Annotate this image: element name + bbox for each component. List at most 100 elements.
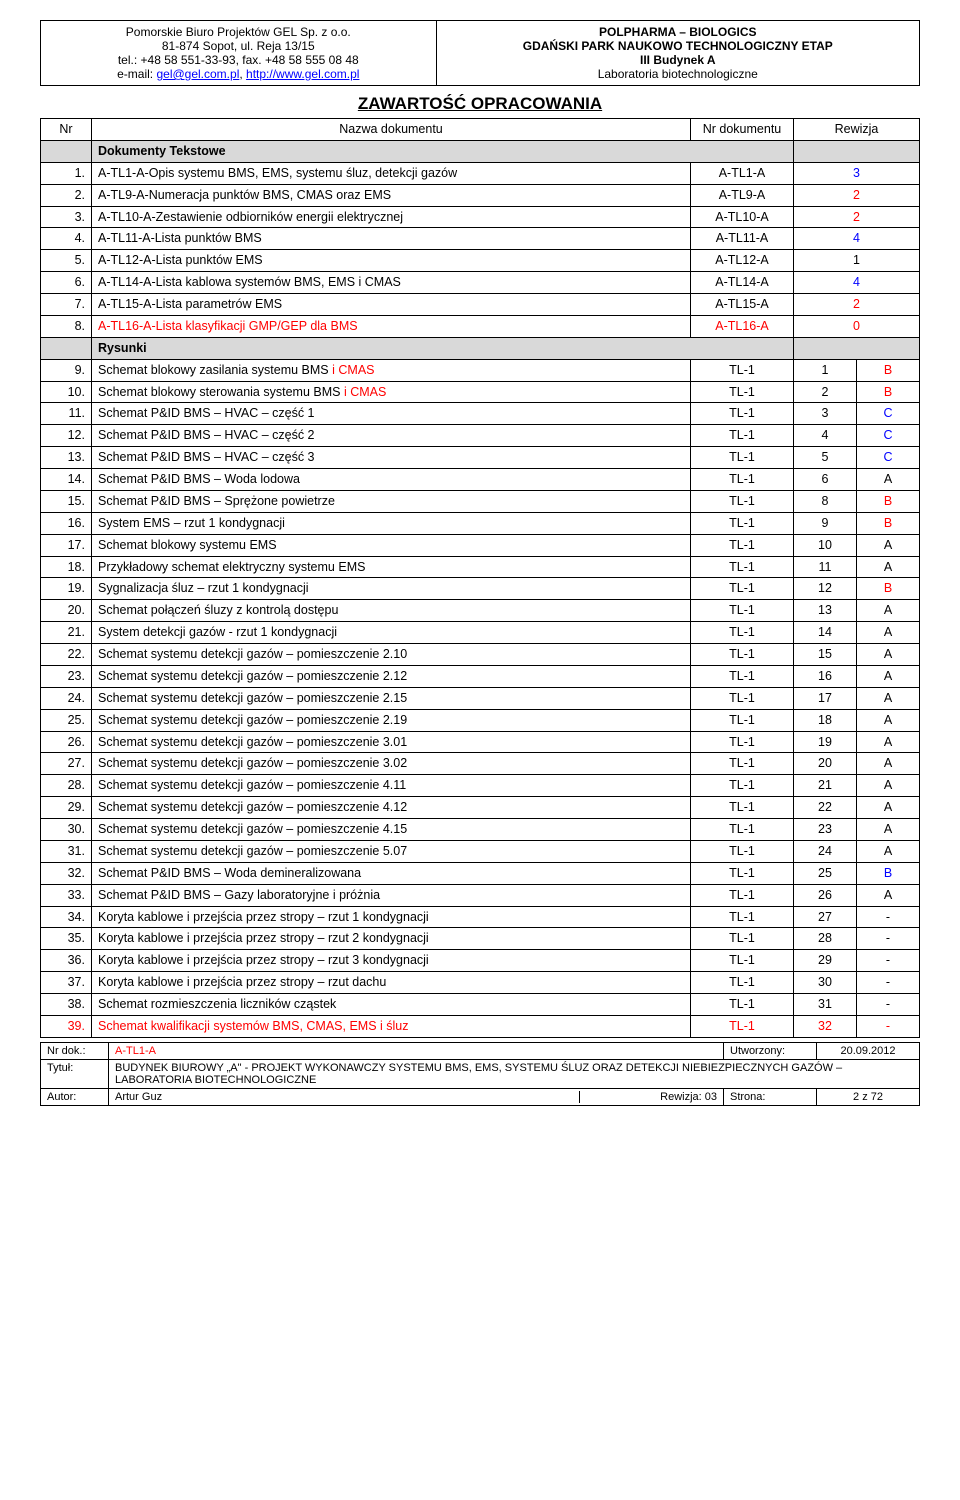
row-name: Schemat P&ID BMS – HVAC – część 1 (92, 403, 691, 425)
table-row: 26.Schemat systemu detekcji gazów – pomi… (41, 731, 920, 753)
col-rev-header: Rewizja (794, 119, 920, 141)
row-nr: 31. (41, 840, 92, 862)
row-doc: TL-1 (691, 425, 794, 447)
row-rev1: 15 (794, 644, 857, 666)
table-row: 19.Sygnalizacja śluz – rzut 1 kondygnacj… (41, 578, 920, 600)
row-doc: TL-1 (691, 490, 794, 512)
row-doc: TL-1 (691, 665, 794, 687)
nrdok-value: A-TL1-A (109, 1042, 724, 1059)
row-rev1: 18 (794, 709, 857, 731)
row-rev2: A (857, 665, 920, 687)
table-row: 13.Schemat P&ID BMS – HVAC – część 3TL-1… (41, 447, 920, 469)
row-doc: A-TL1-A (691, 162, 794, 184)
company-tel: tel.: +48 58 551-33-93, fax. +48 58 555 … (118, 53, 359, 67)
table-row: 2.A-TL9-A-Numeracja punktów BMS, CMAS or… (41, 184, 920, 206)
row-name: Schemat blokowy zasilania systemu BMS i … (92, 359, 691, 381)
email-prefix: e-mail: (117, 67, 156, 81)
row-name: Schemat P&ID BMS – Gazy laboratoryjne i … (92, 884, 691, 906)
project-name-2: GDAŃSKI PARK NAUKOWO TECHNOLOGICZNY ETAP (523, 39, 833, 53)
row-rev2: A (857, 469, 920, 491)
row-name: Schemat P&ID BMS – HVAC – część 3 (92, 447, 691, 469)
row-rev1: 19 (794, 731, 857, 753)
row-nr: 32. (41, 862, 92, 884)
table-row: 35.Koryta kablowe i przejścia przez stro… (41, 928, 920, 950)
footer-table: Nr dok.: A-TL1-A Utworzony: 20.09.2012 T… (40, 1042, 920, 1106)
row-rev1: 27 (794, 906, 857, 928)
row-rev2: A (857, 884, 920, 906)
row-doc: TL-1 (691, 731, 794, 753)
table-row: 12.Schemat P&ID BMS – HVAC – część 2TL-1… (41, 425, 920, 447)
row-rev1: 10 (794, 534, 857, 556)
section-text-label: Dokumenty Tekstowe (92, 140, 794, 162)
strona-value: 2 z 72 (817, 1088, 920, 1105)
row-rev: 2 (794, 184, 920, 206)
table-row: 23.Schemat systemu detekcji gazów – pomi… (41, 665, 920, 687)
row-name: Schemat systemu detekcji gazów – pomiesz… (92, 753, 691, 775)
row-rev: 4 (794, 272, 920, 294)
row-nr: 8. (41, 315, 92, 337)
page-container: Pomorskie Biuro Projektów GEL Sp. z o.o.… (0, 0, 960, 1126)
row-rev1: 28 (794, 928, 857, 950)
row-name: Schemat P&ID BMS – Sprężone powietrze (92, 490, 691, 512)
row-rev2: A (857, 622, 920, 644)
row-rev1: 32 (794, 1015, 857, 1037)
row-doc: TL-1 (691, 578, 794, 600)
row-doc: TL-1 (691, 840, 794, 862)
row-doc: TL-1 (691, 819, 794, 841)
row-name: Schemat P&ID BMS – HVAC – część 2 (92, 425, 691, 447)
row-doc: A-TL16-A (691, 315, 794, 337)
row-rev2: B (857, 578, 920, 600)
row-nr: 13. (41, 447, 92, 469)
table-row: 27.Schemat systemu detekcji gazów – pomi… (41, 753, 920, 775)
row-rev2: A (857, 600, 920, 622)
row-nr: 11. (41, 403, 92, 425)
row-name: Schemat systemu detekcji gazów – pomiesz… (92, 687, 691, 709)
row-rev2: B (857, 381, 920, 403)
table-row: 4.A-TL11-A-Lista punktów BMSA-TL11-A4 (41, 228, 920, 250)
nrdok-label: Nr dok.: (41, 1042, 109, 1059)
row-doc: A-TL12-A (691, 250, 794, 272)
row-rev2: A (857, 556, 920, 578)
table-row: 1.A-TL1-A-Opis systemu BMS, EMS, systemu… (41, 162, 920, 184)
email-link[interactable]: gel@gel.com.pl (156, 67, 239, 81)
row-name: A-TL1-A-Opis systemu BMS, EMS, systemu ś… (92, 162, 691, 184)
row-rev1: 14 (794, 622, 857, 644)
row-nr: 34. (41, 906, 92, 928)
row-doc: TL-1 (691, 906, 794, 928)
row-name: Koryta kablowe i przejścia przez stropy … (92, 906, 691, 928)
row-rev: 2 (794, 206, 920, 228)
table-row: 38.Schemat rozmieszczenia liczników cząs… (41, 994, 920, 1016)
row-name: Schemat systemu detekcji gazów – pomiesz… (92, 665, 691, 687)
row-name: Schemat P&ID BMS – Woda lodowa (92, 469, 691, 491)
row-rev1: 6 (794, 469, 857, 491)
row-doc: TL-1 (691, 994, 794, 1016)
table-row: 3.A-TL10-A-Zestawienie odbiorników energ… (41, 206, 920, 228)
table-row: 11.Schemat P&ID BMS – HVAC – część 1TL-1… (41, 403, 920, 425)
autor-label: Autor: (41, 1088, 109, 1105)
row-rev1: 4 (794, 425, 857, 447)
row-rev2: A (857, 534, 920, 556)
row-nr: 5. (41, 250, 92, 272)
row-name: A-TL10-A-Zestawienie odbiorników energii… (92, 206, 691, 228)
row-doc: TL-1 (691, 928, 794, 950)
website-link[interactable]: http://www.gel.com.pl (246, 67, 359, 81)
row-doc: TL-1 (691, 403, 794, 425)
row-rev2: C (857, 403, 920, 425)
row-nr: 20. (41, 600, 92, 622)
row-rev2: A (857, 840, 920, 862)
row-nr: 10. (41, 381, 92, 403)
row-rev1: 9 (794, 512, 857, 534)
table-row: 6.A-TL14-A-Lista kablowa systemów BMS, E… (41, 272, 920, 294)
project-subtitle: Laboratoria biotechnologiczne (598, 67, 758, 81)
row-nr: 6. (41, 272, 92, 294)
table-row: 24.Schemat systemu detekcji gazów – pomi… (41, 687, 920, 709)
row-rev2: B (857, 490, 920, 512)
company-addr: 81-874 Sopot, ul. Reja 13/15 (162, 39, 315, 53)
row-rev1: 29 (794, 950, 857, 972)
header-left-cell: Pomorskie Biuro Projektów GEL Sp. z o.o.… (41, 21, 437, 86)
col-name-header: Nazwa dokumentu (92, 119, 691, 141)
row-name: Koryta kablowe i przejścia przez stropy … (92, 950, 691, 972)
row-rev1: 1 (794, 359, 857, 381)
row-name: Schemat systemu detekcji gazów – pomiesz… (92, 709, 691, 731)
tytul-label: Tytuł: (41, 1059, 109, 1088)
